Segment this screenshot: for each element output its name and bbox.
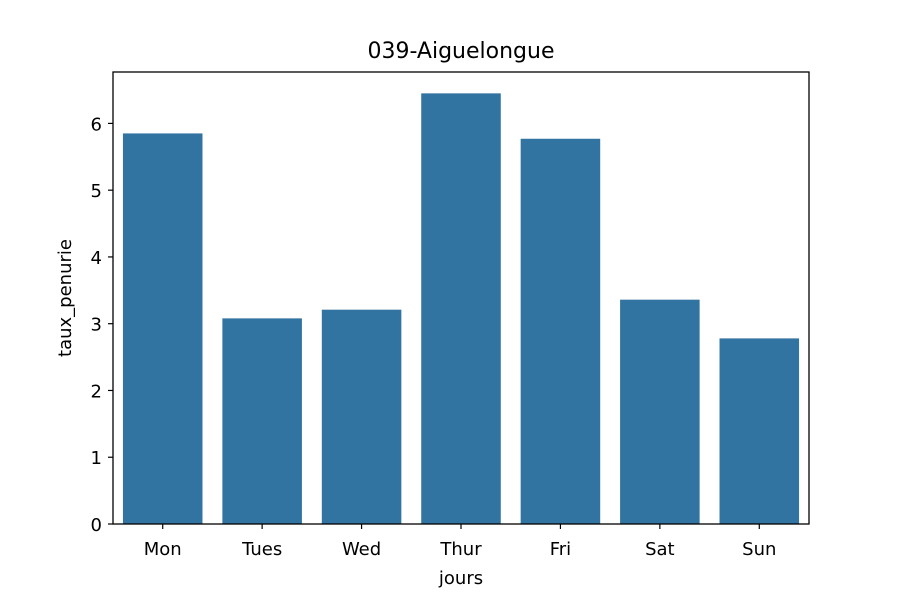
x-tick-label: Sun bbox=[742, 539, 776, 560]
bar-wed bbox=[321, 309, 402, 524]
y-tick-label: 6 bbox=[91, 114, 102, 135]
y-tick-label: 3 bbox=[91, 315, 102, 336]
x-tick-label: Thur bbox=[439, 539, 482, 560]
chart-title: 039-Aiguelongue bbox=[367, 39, 554, 64]
plot-frame bbox=[112, 71, 810, 525]
y-tick-label: 1 bbox=[91, 448, 102, 469]
bar-sat bbox=[620, 299, 700, 524]
bar-mon bbox=[122, 133, 203, 524]
bar-tues bbox=[222, 318, 302, 524]
y-axis-title: taux_penurie bbox=[55, 239, 76, 357]
bar-sun bbox=[719, 338, 800, 524]
x-tick-label: Fri bbox=[550, 539, 571, 560]
bar-fri bbox=[520, 138, 601, 524]
y-tick-label: 5 bbox=[91, 181, 102, 202]
y-tick-label: 4 bbox=[91, 248, 102, 269]
x-tick-label: Wed bbox=[342, 539, 381, 560]
x-tick-label: Sat bbox=[645, 539, 675, 560]
y-tick-label: 2 bbox=[91, 381, 102, 402]
x-tick-label: Mon bbox=[144, 539, 182, 560]
x-tick-label: Tues bbox=[241, 539, 282, 560]
ticks-layer: Mon Tues Wed Thur Fri Sat Sun 0 1 2 3 4 5 6 bbox=[91, 114, 777, 560]
bar-thur bbox=[421, 93, 501, 525]
x-axis-title: jours bbox=[438, 568, 483, 589]
bars-layer bbox=[122, 93, 800, 525]
y-tick-label: 0 bbox=[91, 515, 102, 536]
